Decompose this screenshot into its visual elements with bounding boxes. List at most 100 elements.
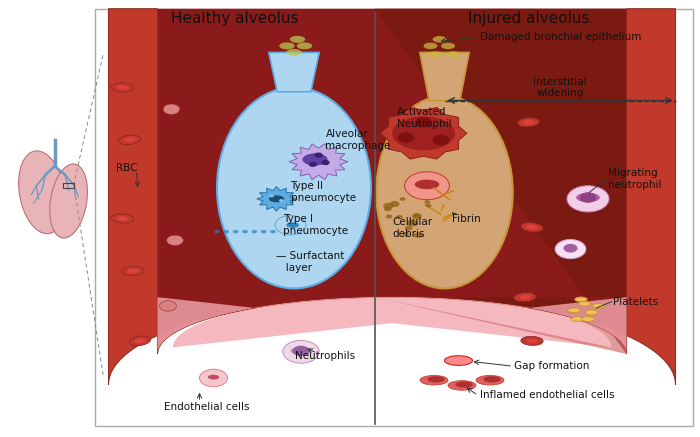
Circle shape (270, 230, 276, 233)
Polygon shape (374, 297, 626, 354)
Text: Fibrin: Fibrin (452, 214, 481, 223)
Text: Type II
pneumocyte: Type II pneumocyte (290, 181, 356, 203)
Ellipse shape (571, 316, 584, 322)
Text: Gap formation: Gap formation (514, 361, 590, 371)
Ellipse shape (424, 43, 438, 49)
Text: Endothelial cells: Endothelial cells (164, 402, 249, 412)
Circle shape (160, 301, 176, 311)
Ellipse shape (448, 381, 476, 390)
Circle shape (233, 230, 239, 233)
Ellipse shape (50, 164, 88, 238)
Ellipse shape (433, 36, 447, 42)
Polygon shape (269, 52, 319, 92)
Circle shape (396, 215, 403, 219)
Circle shape (199, 369, 228, 387)
Ellipse shape (592, 303, 605, 309)
Circle shape (321, 160, 330, 165)
Circle shape (275, 215, 306, 235)
Ellipse shape (297, 42, 312, 49)
Circle shape (261, 230, 267, 233)
Circle shape (414, 232, 423, 238)
Circle shape (580, 192, 596, 203)
Circle shape (555, 239, 586, 259)
Circle shape (398, 132, 414, 143)
Ellipse shape (124, 138, 135, 142)
Circle shape (412, 213, 422, 219)
Ellipse shape (523, 120, 534, 125)
Ellipse shape (578, 302, 591, 306)
Ellipse shape (217, 87, 371, 288)
Ellipse shape (521, 222, 543, 232)
Polygon shape (108, 9, 676, 385)
Ellipse shape (444, 356, 472, 365)
Text: RBC: RBC (116, 163, 138, 173)
Circle shape (413, 213, 419, 217)
FancyBboxPatch shape (94, 9, 693, 426)
Ellipse shape (447, 52, 461, 58)
Ellipse shape (127, 269, 139, 273)
Ellipse shape (582, 316, 594, 322)
Polygon shape (257, 187, 296, 211)
Ellipse shape (286, 49, 302, 56)
Ellipse shape (118, 135, 141, 145)
Ellipse shape (286, 222, 299, 228)
Circle shape (407, 219, 418, 226)
Ellipse shape (117, 216, 128, 221)
Circle shape (251, 230, 257, 233)
Circle shape (402, 232, 409, 236)
Ellipse shape (290, 347, 312, 355)
Ellipse shape (392, 116, 455, 150)
Ellipse shape (134, 338, 146, 343)
Ellipse shape (377, 96, 512, 288)
Text: Damaged bronchial epithelium: Damaged bronchial epithelium (480, 32, 641, 42)
Circle shape (163, 104, 180, 114)
Text: Migrating
neutrophil: Migrating neutrophil (608, 168, 661, 190)
Text: Inflamed endothelial cells: Inflamed endothelial cells (480, 391, 614, 400)
Text: Activated
Neutrophil: Activated Neutrophil (397, 107, 452, 129)
Polygon shape (374, 9, 626, 354)
Circle shape (386, 215, 393, 218)
Text: Interstitial
widening: Interstitial widening (533, 76, 587, 98)
Ellipse shape (521, 336, 543, 345)
Circle shape (383, 203, 393, 209)
Text: Cellular
debris: Cellular debris (392, 217, 432, 239)
Ellipse shape (208, 375, 219, 379)
Ellipse shape (526, 339, 538, 343)
Circle shape (426, 204, 431, 208)
Ellipse shape (302, 153, 328, 166)
Ellipse shape (483, 376, 500, 382)
Ellipse shape (456, 382, 473, 388)
Circle shape (242, 230, 248, 233)
Ellipse shape (428, 52, 442, 58)
Ellipse shape (122, 267, 144, 275)
Circle shape (384, 207, 391, 212)
Ellipse shape (441, 43, 455, 49)
Polygon shape (158, 9, 626, 354)
Circle shape (424, 200, 430, 204)
Circle shape (283, 340, 319, 363)
Circle shape (279, 199, 284, 202)
Polygon shape (420, 52, 469, 101)
Ellipse shape (568, 308, 580, 313)
Circle shape (214, 230, 220, 233)
Ellipse shape (585, 310, 598, 315)
Polygon shape (158, 297, 626, 354)
Ellipse shape (130, 336, 150, 346)
Circle shape (567, 186, 609, 212)
Circle shape (309, 162, 317, 167)
Circle shape (405, 172, 449, 200)
Ellipse shape (576, 193, 600, 202)
Ellipse shape (517, 118, 540, 127)
Text: Healthy alveolus: Healthy alveolus (171, 11, 298, 26)
Ellipse shape (19, 151, 65, 234)
Circle shape (390, 201, 400, 207)
Text: — Surfactant
   layer: — Surfactant layer (276, 251, 345, 273)
Circle shape (314, 153, 323, 158)
Ellipse shape (269, 195, 284, 202)
Text: Neutrophils: Neutrophils (295, 351, 356, 361)
Ellipse shape (575, 297, 587, 302)
Ellipse shape (420, 375, 448, 385)
Ellipse shape (476, 375, 504, 385)
Text: Platelets: Platelets (613, 297, 658, 306)
Text: Type I
pneumocyte: Type I pneumocyte (284, 214, 349, 236)
